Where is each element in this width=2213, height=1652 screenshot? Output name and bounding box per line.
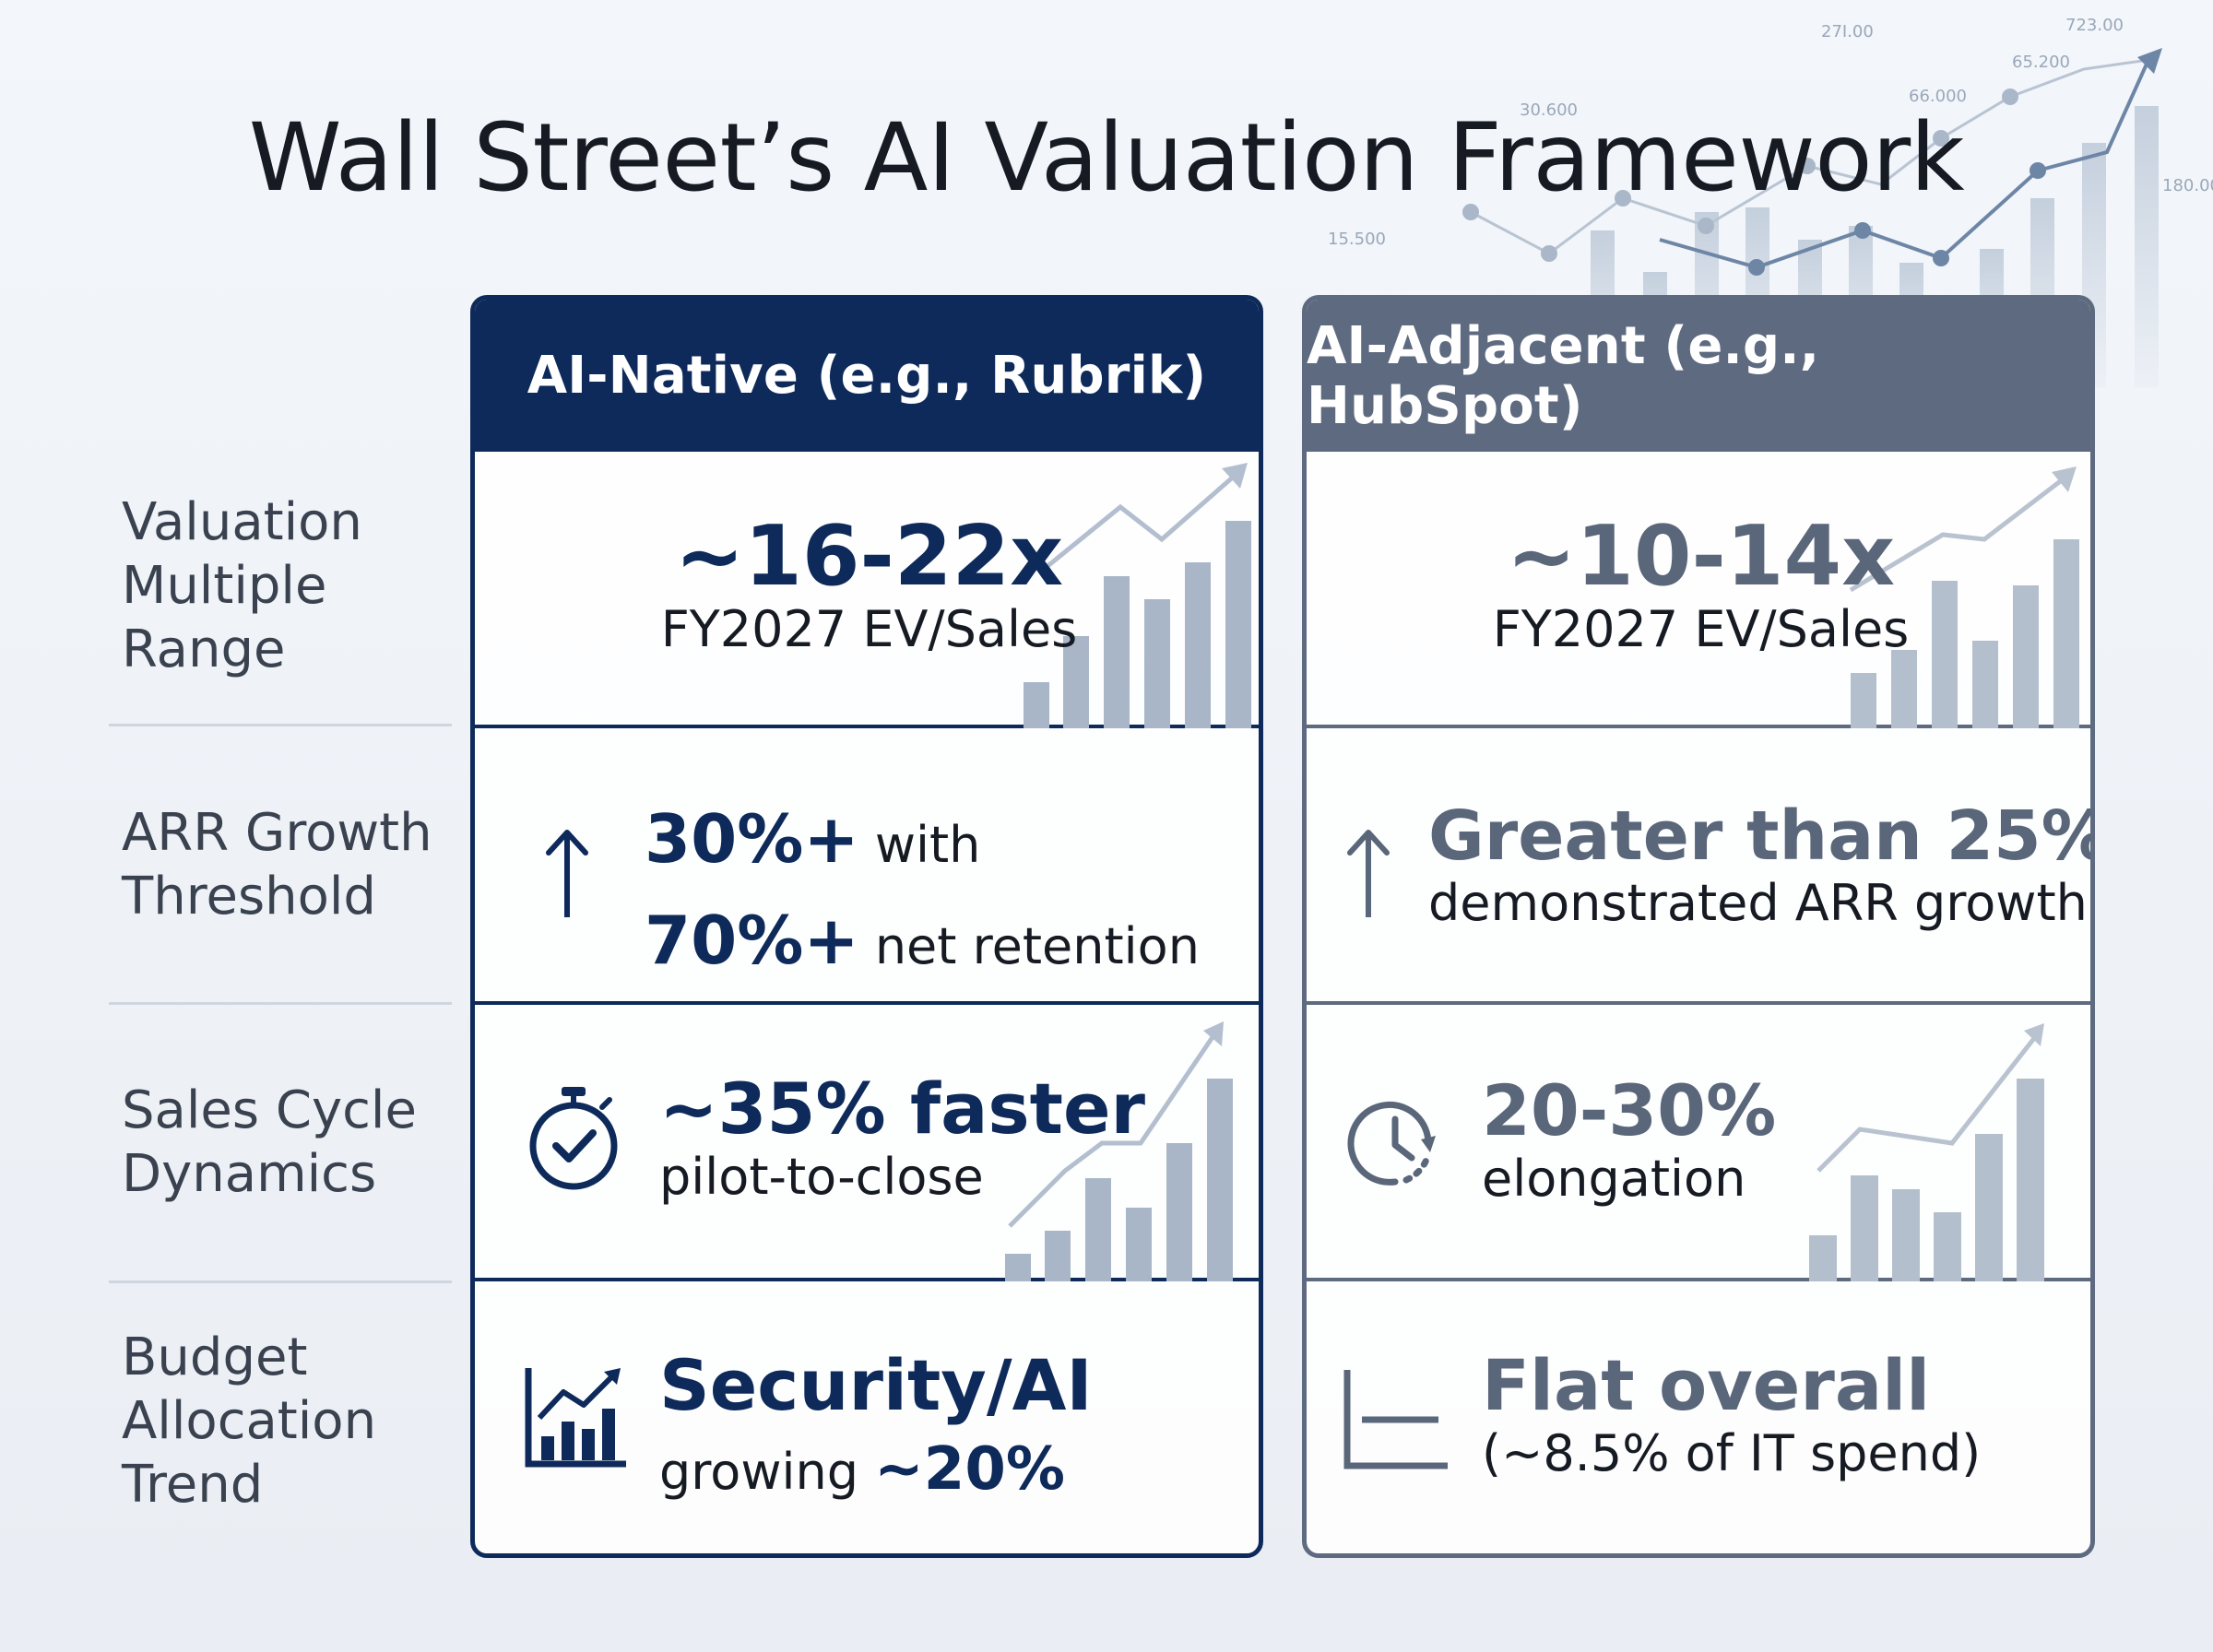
clock-delay-icon bbox=[1347, 1101, 1436, 1186]
column-ai-native: AI-Native (e.g., Rubrik) ~16-22x FY2027 … bbox=[470, 295, 1263, 1558]
deco-bar bbox=[1892, 1189, 1920, 1281]
row-label-divider bbox=[109, 1002, 452, 1005]
deco-arrowhead bbox=[2024, 1023, 2044, 1046]
deco-bar bbox=[1045, 1231, 1071, 1281]
cell-native-sales-cycle: ~35% faster pilot-to-close bbox=[475, 1005, 1259, 1281]
deco-trend-line bbox=[1045, 473, 1237, 569]
decorative-growth-chart bbox=[1005, 1021, 1233, 1281]
bg-tick-label: 15.500 bbox=[1328, 230, 1386, 249]
native-growth-text-1: with bbox=[858, 816, 981, 874]
deco-bar bbox=[1851, 1175, 1878, 1281]
adjacent-budget-value: Flat overall bbox=[1482, 1344, 1931, 1426]
row-label-text: Budget Allocation Trend bbox=[122, 1328, 377, 1515]
deco-arrowhead bbox=[1203, 1021, 1224, 1046]
deco-bar bbox=[1932, 581, 1958, 728]
cell-adjacent-budget: Flat overall (~8.5% of IT spend) bbox=[1307, 1281, 2090, 1553]
stopwatch-check-icon bbox=[529, 1087, 618, 1190]
native-cycle-value: ~35% faster bbox=[659, 1068, 1145, 1150]
native-growth-value-2: 70%+ bbox=[645, 902, 859, 979]
deco-bar bbox=[2053, 539, 2079, 728]
deco-trend-line bbox=[1817, 1035, 2037, 1173]
row-label-arr-growth: ARR Growth Threshold bbox=[122, 801, 454, 928]
native-budget-label: growing ~20% bbox=[659, 1425, 1093, 1514]
deco-bar bbox=[1166, 1143, 1192, 1281]
cell-adjacent-growth: Greater than 25% demonstrated ARR growth bbox=[1307, 728, 2090, 1005]
column-header-ai-adjacent: AI-Adjacent (e.g., HubSpot) bbox=[1307, 300, 2090, 452]
column-ai-adjacent: AI-Adjacent (e.g., HubSpot) ~10-14x FY20… bbox=[1302, 295, 2095, 1558]
adjacent-valuation-label: FY2027 EV/Sales bbox=[1492, 600, 1910, 658]
deco-bar bbox=[1851, 673, 1876, 728]
up-arrow-icon bbox=[1347, 830, 1390, 917]
deco-trend-line bbox=[1008, 1035, 1215, 1228]
deco-bar bbox=[1104, 576, 1130, 728]
decorative-growth-chart bbox=[1024, 463, 1251, 728]
deco-bar bbox=[1207, 1079, 1233, 1281]
cell-native-valuation: ~16-22x FY2027 EV/Sales bbox=[475, 452, 1259, 728]
row-label-divider bbox=[109, 724, 452, 726]
adjacent-cycle-label: elongation bbox=[1482, 1150, 1746, 1208]
bg-tick-label: 723.00 bbox=[2065, 16, 2124, 35]
row-label-text: Sales Cycle Dynamics bbox=[122, 1080, 417, 1204]
adjacent-budget-label: (~8.5% of IT spend) bbox=[1482, 1424, 1982, 1482]
bg-tick-label: 27I.00 bbox=[1821, 22, 1874, 41]
background-arrowhead bbox=[2137, 48, 2162, 74]
native-growth-line1: 30%+ with bbox=[645, 795, 1200, 896]
deco-bar bbox=[1185, 562, 1211, 728]
native-growth-line2: 70%+ net retention bbox=[645, 896, 1200, 997]
deco-bar bbox=[1891, 650, 1917, 728]
native-budget-label-prefix: growing bbox=[659, 1443, 875, 1501]
cell-native-budget: Security/AI growing ~20% bbox=[475, 1281, 1259, 1553]
row-label-budget: Budget Allocation Trend bbox=[122, 1326, 454, 1516]
native-valuation-value: ~16-22x bbox=[674, 508, 1064, 605]
page-title: Wall Street’s AI Valuation Framework bbox=[248, 103, 1965, 213]
native-growth-value-1: 30%+ bbox=[645, 800, 859, 878]
native-valuation-label: FY2027 EV/Sales bbox=[660, 600, 1078, 658]
row-label-valuation: Valuation Multiple Range bbox=[122, 490, 454, 681]
deco-bar bbox=[1085, 1178, 1111, 1281]
deco-bar bbox=[1225, 521, 1251, 728]
row-label-sales-cycle: Sales Cycle Dynamics bbox=[122, 1079, 454, 1206]
deco-bar bbox=[1972, 641, 1998, 728]
deco-arrowhead bbox=[2052, 466, 2077, 492]
bg-tick-label: 65.200 bbox=[2012, 53, 2070, 72]
flat-line-chart-icon bbox=[1343, 1370, 1448, 1469]
row-label-divider bbox=[109, 1280, 452, 1283]
native-budget-value: Security/AI bbox=[659, 1344, 1093, 1426]
row-label-text: ARR Growth Threshold bbox=[122, 803, 432, 926]
deco-bar bbox=[2017, 1079, 2044, 1281]
cell-native-growth: 30%+ with 70%+ net retention bbox=[475, 728, 1259, 1005]
row-label-text: Valuation Multiple Range bbox=[122, 492, 362, 679]
native-cycle-label: pilot-to-close bbox=[659, 1148, 984, 1206]
decorative-growth-chart bbox=[1809, 1023, 2044, 1281]
decorative-growth-chart bbox=[1849, 466, 2079, 728]
native-growth-text-2: net retention bbox=[858, 917, 1200, 975]
deco-bar bbox=[1024, 682, 1049, 728]
deco-bar bbox=[1144, 599, 1170, 728]
deco-bar bbox=[1934, 1212, 1961, 1281]
cell-adjacent-valuation: ~10-14x FY2027 EV/Sales bbox=[1307, 452, 2090, 728]
deco-arrowhead bbox=[1222, 463, 1248, 489]
deco-bar bbox=[1975, 1134, 2003, 1281]
adjacent-growth-value: Greater than 25% bbox=[1428, 796, 2095, 876]
adjacent-cycle-value: 20-30% bbox=[1482, 1069, 1777, 1151]
deco-trend-line bbox=[1849, 478, 2065, 593]
deco-bar bbox=[1126, 1208, 1152, 1281]
native-budget-label-value: ~20% bbox=[874, 1435, 1065, 1504]
bar-chart-growth-icon bbox=[525, 1368, 626, 1468]
adjacent-growth-label: demonstrated ARR growth bbox=[1428, 874, 2088, 932]
deco-bar bbox=[1063, 636, 1089, 728]
column-header-ai-native: AI-Native (e.g., Rubrik) bbox=[475, 300, 1259, 452]
up-arrow-icon bbox=[546, 830, 588, 917]
deco-bar bbox=[1005, 1254, 1031, 1281]
cell-adjacent-sales-cycle: 20-30% elongation bbox=[1307, 1005, 2090, 1281]
deco-bar bbox=[1809, 1235, 1837, 1281]
deco-bar bbox=[2013, 585, 2039, 728]
adjacent-valuation-value: ~10-14x bbox=[1506, 508, 1896, 605]
